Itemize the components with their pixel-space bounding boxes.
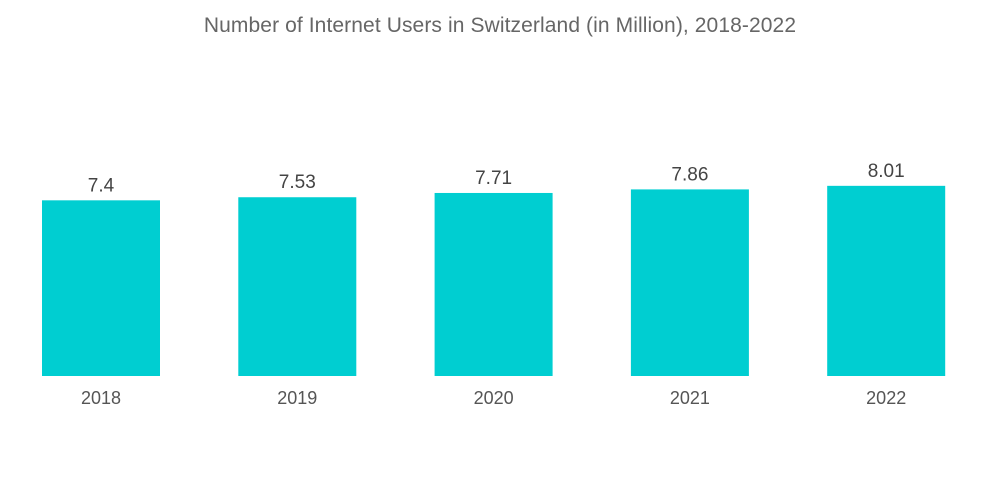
x-tick-label-2021: 2021 bbox=[670, 388, 710, 408]
x-tick-label-2020: 2020 bbox=[474, 388, 514, 408]
bar-2021 bbox=[630, 189, 749, 376]
x-tick-label-2018: 2018 bbox=[81, 388, 121, 408]
value-label-2021: 7.86 bbox=[671, 164, 708, 185]
bar-2022 bbox=[827, 185, 946, 376]
x-tick-label-2019: 2019 bbox=[277, 388, 317, 408]
value-label-2020: 7.71 bbox=[475, 168, 512, 189]
x-tick-label-2022: 2022 bbox=[866, 388, 906, 408]
value-label-2018: 7.4 bbox=[88, 175, 115, 196]
value-label-2019: 7.53 bbox=[279, 172, 316, 193]
bar-2019 bbox=[238, 197, 357, 376]
x-tick-labels-group: 2018 2019 2020 2021 2022 bbox=[81, 388, 906, 408]
chart-title: Number of Internet Users in Switzerland … bbox=[203, 14, 797, 37]
bars-group bbox=[42, 185, 946, 376]
value-labels-group: 7.4 7.53 7.71 7.86 8.01 bbox=[88, 161, 905, 196]
value-label-2022: 8.01 bbox=[868, 161, 905, 182]
bar-2020 bbox=[434, 192, 553, 376]
bar-2018 bbox=[42, 200, 160, 376]
